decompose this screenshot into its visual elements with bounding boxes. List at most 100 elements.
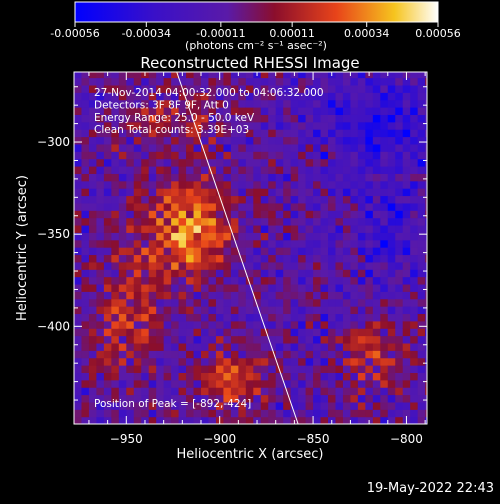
heatmap-cell <box>118 210 127 219</box>
heatmap-cell <box>223 151 232 160</box>
heatmap-cell <box>156 129 165 138</box>
heatmap-cell <box>171 239 180 248</box>
heatmap-cell <box>88 72 98 79</box>
heatmap-cell <box>186 291 195 300</box>
heatmap-cell <box>305 180 314 189</box>
heatmap-cell <box>96 114 105 123</box>
heatmap-cell <box>103 239 112 248</box>
heatmap-cell <box>74 320 83 329</box>
heatmap-cell <box>298 114 307 123</box>
heatmap-cell <box>178 210 187 219</box>
heatmap-cell <box>342 298 352 307</box>
heatmap-cell <box>395 320 404 329</box>
heatmap-cell <box>320 394 329 403</box>
heatmap-cell <box>395 99 404 108</box>
heatmap-cell <box>283 202 292 211</box>
heatmap-cell <box>186 77 195 86</box>
heatmap-cell <box>425 416 427 424</box>
heatmap-cell <box>103 136 112 145</box>
heatmap-cell <box>410 165 419 174</box>
heatmap-cell <box>328 77 337 86</box>
heatmap-cell <box>268 320 277 329</box>
heatmap-cell <box>245 342 254 351</box>
heatmap-cell <box>275 188 284 197</box>
heatmap-cell <box>387 335 396 344</box>
heatmap-cell <box>260 239 269 248</box>
heatmap-cell <box>283 254 292 263</box>
heatmap-cell <box>417 195 426 204</box>
heatmap-cell <box>193 387 202 396</box>
heatmap-cell <box>417 261 426 270</box>
heatmap-cell <box>395 114 404 123</box>
heatmap-cell <box>410 180 419 189</box>
heatmap-cell <box>425 151 427 160</box>
heatmap-cell <box>275 409 284 418</box>
heatmap-cell <box>350 372 359 381</box>
heatmap-cell <box>313 107 322 115</box>
heatmap-cell <box>350 217 359 226</box>
heatmap-cell <box>141 114 150 123</box>
heatmap-cell <box>387 328 396 337</box>
heatmap-cell <box>342 379 352 388</box>
heatmap-cell <box>111 202 120 211</box>
heatmap-cell <box>275 372 284 381</box>
heatmap-cell <box>126 247 135 256</box>
annotations: 27-Nov-2014 04:00:32.000 to 04:06:32.000… <box>94 87 324 410</box>
heatmap-cell <box>402 239 411 248</box>
heatmap-cell <box>253 136 262 145</box>
heatmap-cell <box>201 247 210 256</box>
heatmap-cell <box>148 188 157 197</box>
heatmap-cell <box>238 158 247 167</box>
heatmap-cell <box>178 114 187 123</box>
heatmap-cell <box>230 165 239 174</box>
heatmap-cell <box>283 365 292 373</box>
heatmap-cell <box>223 247 232 256</box>
heatmap-cell <box>275 180 284 189</box>
heatmap-cell <box>305 298 314 307</box>
heatmap-cell <box>186 202 195 211</box>
heatmap-cell <box>350 188 359 197</box>
heatmap-cell <box>275 77 284 86</box>
heatmap-cell <box>417 107 426 115</box>
heatmap-cell <box>328 328 337 337</box>
heatmap-cell <box>342 350 352 359</box>
heatmap-cell <box>313 165 322 174</box>
heatmap-cell <box>96 320 105 329</box>
heatmap-cell <box>81 298 90 307</box>
heatmap-cell <box>268 143 277 152</box>
heatmap-cell <box>410 291 419 300</box>
heatmap-cell <box>141 129 150 138</box>
heatmap-cell <box>410 232 419 241</box>
heatmap-cell <box>111 136 120 145</box>
heatmap-cell <box>148 365 157 373</box>
heatmap-cell <box>74 136 83 145</box>
heatmap-cell <box>230 335 239 344</box>
heatmap-cell <box>395 276 404 285</box>
heatmap-cell <box>103 84 112 93</box>
heatmap-cell <box>156 92 165 101</box>
heatmap-cell <box>126 232 135 241</box>
heatmap-cell <box>290 188 299 197</box>
heatmap-cell <box>178 276 187 285</box>
heatmap-cell <box>425 254 427 263</box>
heatmap-cell <box>335 72 344 79</box>
heatmap-cell <box>417 357 426 366</box>
heatmap-cell <box>328 335 337 344</box>
heatmap-cell <box>81 291 90 300</box>
heatmap-cell <box>141 239 150 248</box>
heatmap-cell <box>283 372 292 381</box>
heatmap-cell <box>96 107 105 115</box>
heatmap-cell <box>380 72 389 79</box>
heatmap-cell <box>268 298 277 307</box>
heatmap-cell <box>328 350 337 359</box>
heatmap-cell <box>245 121 254 130</box>
heatmap-cell <box>335 84 344 93</box>
heatmap-cell <box>268 416 277 424</box>
heatmap-cell <box>372 357 381 366</box>
heatmap-cell <box>425 298 427 307</box>
heatmap-cell <box>305 350 314 359</box>
heatmap-cell <box>335 158 344 167</box>
heatmap-cell <box>238 372 247 381</box>
heatmap-cell <box>372 232 381 241</box>
heatmap-cell <box>245 261 254 270</box>
